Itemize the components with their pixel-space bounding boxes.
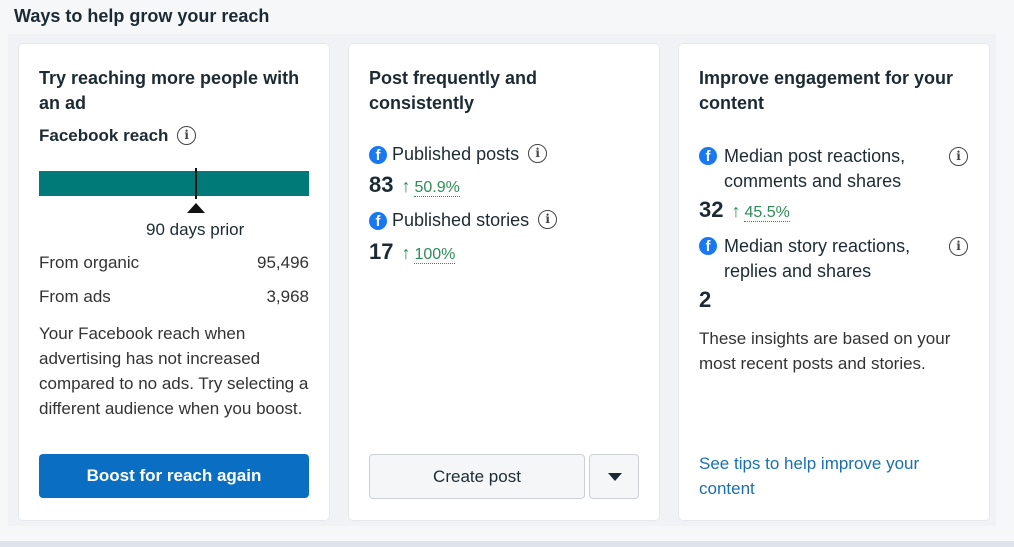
facebook-reach-label: Facebook reach i <box>39 125 197 146</box>
card-title: Post frequently and consistently <box>369 68 538 113</box>
boost-button[interactable]: Boost for reach again <box>39 454 309 498</box>
facebook-reach-text: Facebook reach <box>39 126 169 145</box>
card-title: Try reaching more people with an ad <box>39 68 300 113</box>
median-story-reactions-label: f Median story reactions, replies and sh… <box>699 234 939 284</box>
create-post-button[interactable]: Create post <box>369 454 585 499</box>
reach-ad-card: Try reaching more people with an ad Face… <box>19 44 329 520</box>
info-icon[interactable]: i <box>528 144 548 164</box>
tips-link[interactable]: See tips to help improve your content <box>699 454 920 498</box>
organic-value: 95,496 <box>257 253 309 272</box>
caret-down-icon <box>608 473 622 481</box>
published-posts-text: Published posts <box>392 144 520 164</box>
median-post-reactions-label: f Median post reactions, comments and sh… <box>699 144 939 194</box>
median-story-reactions-value: 2 <box>699 287 712 312</box>
ads-label: From ads <box>39 287 111 306</box>
insights-description: These insights are based on your most re… <box>699 329 951 373</box>
engagement-card: Improve engagement for your content f Me… <box>679 44 989 520</box>
info-icon[interactable]: i <box>949 237 968 256</box>
reach-marker <box>195 168 197 199</box>
info-icon[interactable]: i <box>949 147 968 166</box>
organic-label: From organic <box>39 253 140 272</box>
median-post-reactions-value: 32 <box>699 197 724 222</box>
arrow-up-icon: ↑ <box>401 176 411 196</box>
facebook-icon: f <box>369 146 387 165</box>
reach-marker-triangle-icon <box>187 203 205 213</box>
section-title: Ways to help grow your reach <box>14 6 270 26</box>
published-posts-metric: 83 ↑ 50.9% <box>369 172 460 198</box>
create-post-dropdown[interactable] <box>589 454 639 499</box>
post-frequency-card: Post frequently and consistently f Publi… <box>349 44 659 520</box>
facebook-icon: f <box>699 237 717 255</box>
published-posts-value: 83 <box>369 172 394 197</box>
bottom-divider <box>0 541 1014 547</box>
prior-label: 90 days prior <box>146 220 245 239</box>
median-post-reactions-change[interactable]: 45.5% <box>744 204 790 222</box>
median-story-reactions-metric: 2 <box>699 287 711 313</box>
info-icon[interactable]: i <box>538 210 558 230</box>
published-stories-metric: 17 ↑ 100% <box>369 239 456 265</box>
facebook-icon: f <box>369 212 387 231</box>
published-stories-label: f Published stories i <box>369 208 558 233</box>
reach-description: Your Facebook reach when advertising has… <box>39 324 309 418</box>
ads-row: From ads 3,968 <box>39 287 309 307</box>
published-stories-value: 17 <box>369 239 394 264</box>
ads-value: 3,968 <box>266 287 309 306</box>
arrow-up-icon: ↑ <box>401 243 411 263</box>
card-title: Improve engagement for your content <box>699 68 954 113</box>
published-posts-label: f Published posts i <box>369 142 548 167</box>
arrow-up-icon: ↑ <box>731 201 741 221</box>
median-post-reactions-text: Median post reactions, comments and shar… <box>724 146 906 191</box>
median-post-reactions-metric: 32 ↑ 45.5% <box>699 197 790 223</box>
published-stories-change[interactable]: 100% <box>414 246 456 264</box>
info-icon[interactable]: i <box>177 125 197 145</box>
median-story-reactions-text: Median story reactions, replies and shar… <box>724 236 911 281</box>
facebook-icon: f <box>699 147 717 165</box>
published-posts-change[interactable]: 50.9% <box>414 179 460 197</box>
reach-bar <box>39 171 309 196</box>
published-stories-text: Published stories <box>392 210 530 230</box>
organic-row: From organic 95,496 <box>39 253 309 273</box>
